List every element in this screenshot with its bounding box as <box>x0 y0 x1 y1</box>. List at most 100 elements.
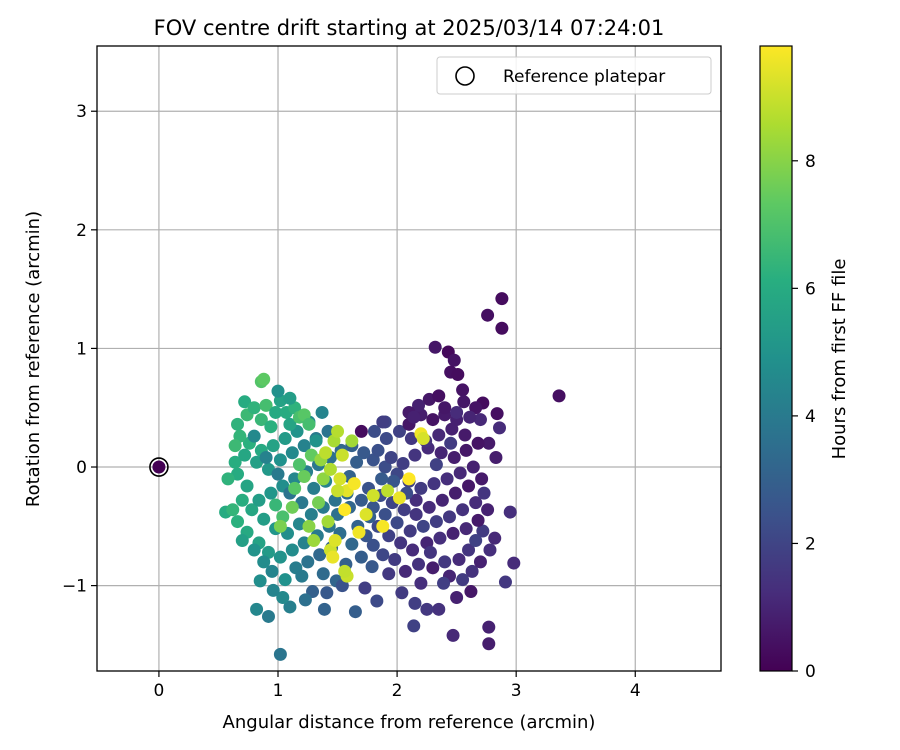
data-point <box>457 395 471 409</box>
data-point <box>462 543 476 557</box>
data-point <box>273 550 287 564</box>
grid <box>97 46 721 671</box>
colorbar-gradient <box>759 45 793 672</box>
data-point <box>488 531 502 545</box>
data-point <box>321 424 335 438</box>
data-point <box>387 474 401 488</box>
data-point <box>264 486 278 500</box>
x-tick-label: 0 <box>154 681 165 701</box>
data-point <box>350 455 364 469</box>
data-point <box>463 410 477 424</box>
data-point <box>435 493 449 507</box>
data-point <box>426 561 440 575</box>
data-point <box>398 564 412 578</box>
data-point <box>448 486 462 500</box>
x-tick-label: 4 <box>630 681 641 701</box>
data-point <box>464 585 478 599</box>
data-point <box>450 405 464 419</box>
data-point <box>285 446 299 460</box>
reference-platepar-marker <box>149 457 169 477</box>
data-point <box>462 479 476 493</box>
colorbar-tick-label: 4 <box>805 407 816 427</box>
data-point <box>297 470 311 484</box>
colorbar-tick-label: 6 <box>805 279 816 299</box>
data-point <box>247 429 261 443</box>
data-point <box>397 503 411 517</box>
data-point <box>481 503 495 517</box>
data-point <box>338 564 352 578</box>
y-ticks: −1 0 1 2 3 <box>62 102 97 597</box>
plot-frame <box>96 45 722 672</box>
data-point <box>378 460 392 474</box>
data-point <box>466 460 480 474</box>
data-point <box>354 424 368 438</box>
data-point <box>333 472 347 486</box>
data-point <box>388 553 402 567</box>
data-point <box>429 515 443 529</box>
data-point <box>357 446 371 460</box>
data-point <box>394 536 408 550</box>
y-tick-label: 3 <box>76 102 87 122</box>
data-point <box>285 543 299 557</box>
data-point <box>490 407 504 421</box>
x-tick-label: 1 <box>273 681 284 701</box>
data-point <box>298 593 312 607</box>
data-point <box>408 448 422 462</box>
data-point <box>358 581 372 595</box>
data-point <box>359 507 373 521</box>
data-point <box>313 548 327 562</box>
data-point <box>471 513 485 527</box>
data-point <box>288 481 302 495</box>
data-point <box>437 576 451 590</box>
data-point <box>475 472 489 486</box>
data-point <box>433 531 447 545</box>
data-point <box>423 545 437 559</box>
data-point <box>416 432 430 446</box>
x-tick-label: 3 <box>511 681 522 701</box>
data-point <box>498 575 512 589</box>
data-point <box>422 500 436 514</box>
data-point <box>482 436 496 450</box>
y-tick-label: 2 <box>76 221 87 241</box>
data-point <box>495 292 509 306</box>
data-point <box>407 410 421 424</box>
data-point <box>495 321 509 335</box>
data-point <box>382 567 396 581</box>
data-point <box>406 543 420 557</box>
data-point <box>273 647 287 661</box>
legend-box <box>436 56 712 95</box>
data-point <box>452 553 466 567</box>
data-point <box>283 600 297 614</box>
x-tick-label: 2 <box>392 681 403 701</box>
data-point <box>319 446 333 460</box>
data-point <box>473 413 487 427</box>
data-point <box>503 505 517 519</box>
data-point <box>278 432 292 446</box>
data-point <box>265 564 279 578</box>
data-point <box>221 472 235 486</box>
legend-marker-icon <box>455 66 475 86</box>
data-point <box>269 405 283 419</box>
data-point <box>434 446 448 460</box>
data-point <box>264 420 278 434</box>
data-point <box>456 573 470 587</box>
data-point <box>416 519 430 533</box>
data-point <box>392 491 406 505</box>
data-point <box>465 564 479 578</box>
data-point <box>240 479 254 493</box>
data-point <box>427 477 441 491</box>
data-point <box>482 637 496 651</box>
data-point <box>444 436 458 450</box>
data-point <box>273 519 287 533</box>
points-layer <box>152 292 566 661</box>
data-point <box>473 555 487 569</box>
data-point <box>507 556 521 570</box>
y-tick-label: −1 <box>62 577 87 597</box>
data-point <box>420 602 434 616</box>
data-point <box>366 538 380 552</box>
data-point <box>471 436 485 450</box>
data-point <box>456 383 470 397</box>
data-point <box>432 428 446 442</box>
data-point <box>376 548 390 562</box>
